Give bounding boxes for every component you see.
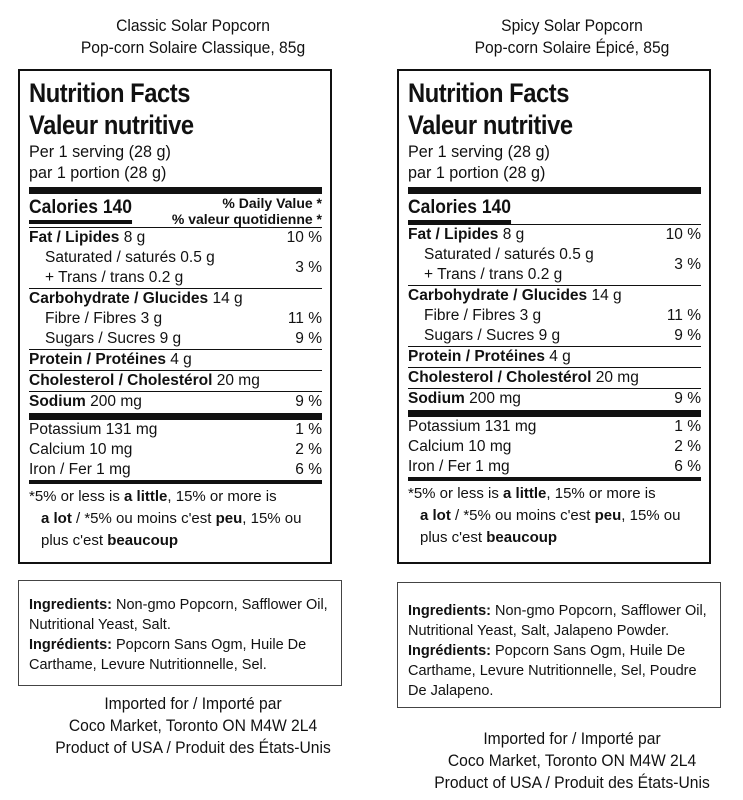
- nutrient-row-fat: Fat / Lipides 8 g 10 %: [29, 229, 322, 246]
- nutrient-row-sodium: Sodium 200 mg 9 %: [29, 393, 322, 410]
- nutrient-row-calcium: Calcium 10 mg 2 %: [29, 441, 322, 458]
- nutrition-facts-table: Nutrition Facts Valeur nutritive Per 1 s…: [397, 69, 711, 564]
- nutrient-row-sodium: Sodium 200 mg 9 %: [408, 390, 701, 407]
- nutrient-row-protein: Protein / Protéines 4 g: [29, 351, 192, 368]
- importer-info: Imported for / Importé par Coco Market, …: [434, 729, 710, 792]
- nutrient-row-fat: Fat / Lipides 8 g 10 %: [408, 226, 701, 243]
- nutrient-row-cholesterol: Cholesterol / Cholestérol 20 mg: [29, 372, 260, 389]
- nutrition-facts-table: Nutrition Facts Valeur nutritive Per 1 s…: [18, 69, 332, 564]
- divider-thick: [408, 187, 701, 194]
- product-name-en: Classic Solar Popcorn: [116, 16, 270, 35]
- product-name-en: Spicy Solar Popcorn: [501, 16, 643, 35]
- nutrient-row-fibre: Fibre / Fibres 3 g 11 %: [424, 307, 701, 324]
- nutrient-row-potassium: Potassium 131 mg 1 %: [29, 421, 322, 438]
- nutrient-row-iron: Iron / Fer 1 mg 6 %: [29, 461, 322, 478]
- nutrient-row-iron: Iron / Fer 1 mg 6 %: [408, 458, 701, 475]
- serving-size-en: Per 1 serving (28 g): [408, 142, 550, 161]
- nutrient-row-carbohydrate: Carbohydrate / Glucides 14 g: [29, 290, 243, 307]
- calories: Calories 140: [29, 195, 133, 224]
- nutrient-row-cholesterol: Cholesterol / Cholestérol 20 mg: [408, 369, 639, 386]
- product-name-fr: Pop-corn Solaire Épicé, 85g: [474, 38, 670, 57]
- nutrition-title-en: Nutrition Facts: [408, 78, 570, 108]
- calories: Calories 140: [408, 195, 512, 224]
- nutrient-row-potassium: Potassium 131 mg 1 %: [408, 418, 701, 435]
- nutrient-row-saturated-trans: Saturated / saturés 0.5 g + Trans / trans…: [424, 246, 701, 283]
- serving-size-en: Per 1 serving (28 g): [29, 142, 171, 161]
- daily-value-footnote: *5% or less is a little, 15% or more is …: [29, 488, 302, 549]
- serving-size-fr: par 1 portion (28 g): [408, 163, 546, 182]
- nutrient-row-protein: Protein / Protéines 4 g: [408, 348, 571, 365]
- nutrient-row-fibre: Fibre / Fibres 3 g 11 %: [45, 310, 322, 327]
- ingredients-box: Ingredients: Non-gmo Popcorn, Safflower …: [397, 582, 721, 708]
- nutrition-title-fr: Valeur nutritive: [29, 110, 194, 140]
- product-panel-spicy: Spicy Solar Popcorn Pop-corn Solaire Épi…: [397, 0, 743, 794]
- divider-thick: [29, 187, 322, 194]
- importer-info: Imported for / Importé par Coco Market, …: [55, 694, 331, 757]
- nutrient-row-saturated-trans: Saturated / saturés 0.5 g + Trans / trans…: [45, 249, 322, 286]
- daily-value-footnote: *5% or less is a little, 15% or more is …: [408, 485, 681, 546]
- serving-size-fr: par 1 portion (28 g): [29, 163, 167, 182]
- daily-value-header: % Daily Value * % valeur quotidienne *: [171, 195, 322, 227]
- product-panel-classic: Classic Solar Popcorn Pop-corn Solaire C…: [18, 0, 368, 759]
- product-name-fr: Pop-corn Solaire Classique, 85g: [80, 38, 306, 57]
- ingredients-box: Ingredients: Non-gmo Popcorn, Safflower …: [18, 580, 342, 686]
- nutrition-title-en: Nutrition Facts: [29, 78, 191, 108]
- nutrient-row-calcium: Calcium 10 mg 2 %: [408, 438, 701, 455]
- nutrient-row-carbohydrate: Carbohydrate / Glucides 14 g: [408, 287, 622, 304]
- nutrition-title-fr: Valeur nutritive: [408, 110, 573, 140]
